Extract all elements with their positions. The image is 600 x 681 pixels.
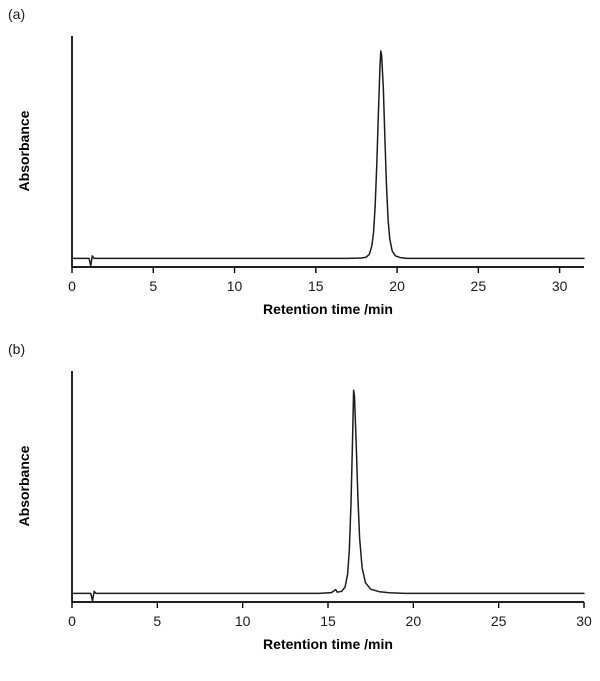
svg-text:25: 25 xyxy=(471,278,487,294)
x-axis-label-a: Retention time /min xyxy=(263,301,393,317)
svg-text:5: 5 xyxy=(153,613,161,629)
svg-text:10: 10 xyxy=(227,278,243,294)
plot-area-a: 0 5 10 15 20 25 30 Absorbance Retention time /… xyxy=(0,24,600,329)
y-axis-label-a: Absorbance xyxy=(16,110,32,192)
x-axis-label-b: Retention time /min xyxy=(263,636,393,652)
svg-text:0: 0 xyxy=(68,278,76,294)
svg-text:0: 0 xyxy=(68,613,76,629)
y-axis-label-b: Absorbance xyxy=(16,445,32,527)
svg-text:30: 30 xyxy=(552,278,568,294)
svg-text:20: 20 xyxy=(406,613,422,629)
chromatogram-panel-b: (b) 0 5 10 15 20 25 30 Absorbance Retention ti… xyxy=(0,335,600,664)
svg-text:5: 5 xyxy=(149,278,157,294)
svg-text:15: 15 xyxy=(320,613,336,629)
svg-text:10: 10 xyxy=(235,613,251,629)
chromatogram-plot-b: 0 5 10 15 20 25 30 xyxy=(68,371,592,629)
chromatogram-plot-a: 0 5 10 15 20 25 30 xyxy=(68,36,585,294)
panel-label-b: (b) xyxy=(8,341,26,357)
panel-label-a: (a) xyxy=(8,6,26,22)
svg-text:25: 25 xyxy=(491,613,507,629)
svg-text:30: 30 xyxy=(576,613,592,629)
svg-text:20: 20 xyxy=(389,278,405,294)
plot-area-b: 0 5 10 15 20 25 30 Absorbance Retention time /… xyxy=(0,359,600,664)
svg-text:15: 15 xyxy=(308,278,324,294)
chromatogram-panel-a: (a) 0 5 10 15 20 25 30 Absorbance Retention ti… xyxy=(0,0,600,329)
